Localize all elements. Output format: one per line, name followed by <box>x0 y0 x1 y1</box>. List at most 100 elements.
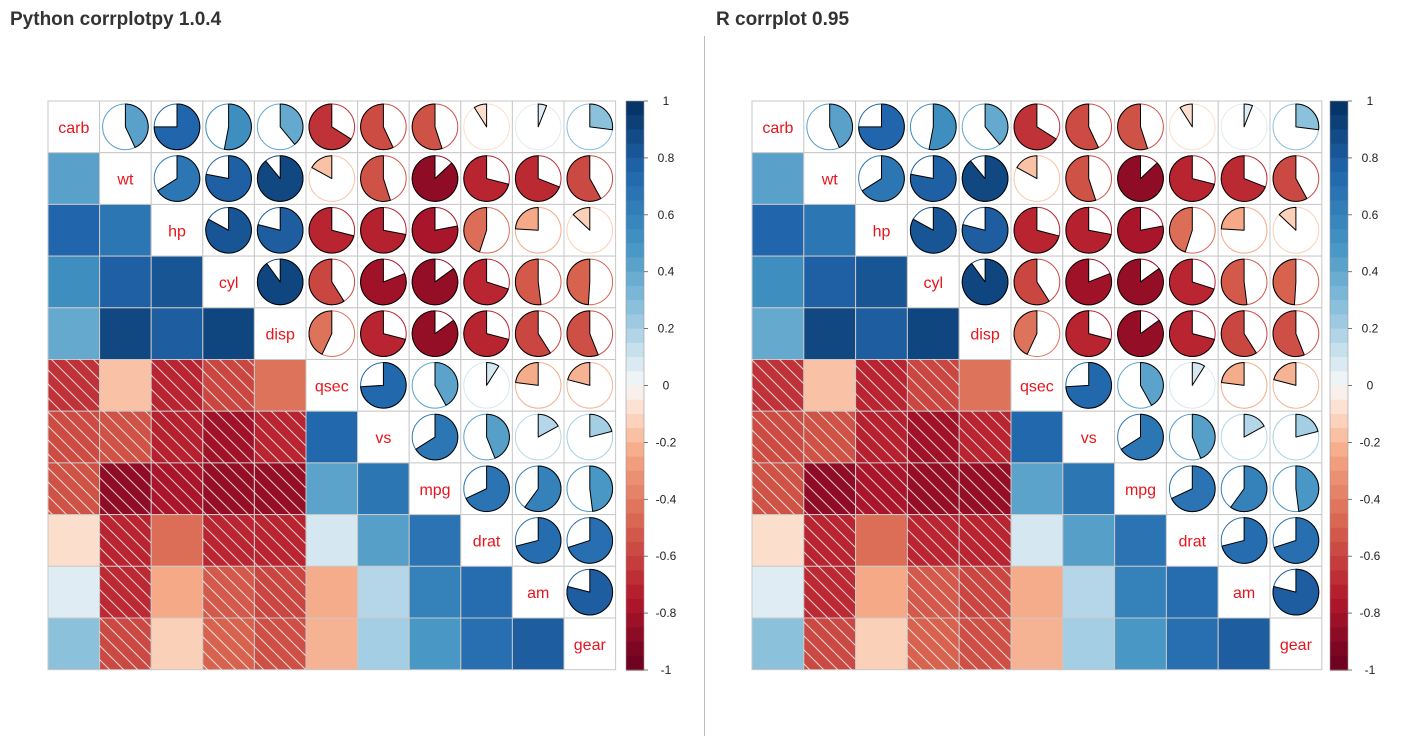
pie-wedge <box>360 206 407 254</box>
colorbar-band <box>1330 442 1348 458</box>
pie-wedge <box>1220 155 1266 202</box>
colorbar-band <box>626 470 644 486</box>
color-cell <box>99 307 152 360</box>
pie-wedge <box>465 465 510 513</box>
color-cell <box>906 307 960 360</box>
hatch-mark <box>99 462 152 515</box>
color-cell <box>305 514 359 567</box>
colorbar-band <box>1330 598 1348 614</box>
pie-wedge <box>1117 103 1149 151</box>
color-cell <box>150 617 204 671</box>
color-cell <box>150 307 204 360</box>
color-cell <box>47 255 101 309</box>
diag-label-disp: disp <box>970 327 999 344</box>
colorbar-tick-label: -0.4 <box>656 492 677 506</box>
diag-label-am: am <box>1233 585 1255 602</box>
pie-wedge <box>984 103 1009 145</box>
pie-wedge <box>1230 465 1268 513</box>
diag-cell <box>150 203 204 257</box>
color-cell <box>855 307 908 360</box>
pie-wedge <box>223 103 252 151</box>
diag-label-cyl: cyl <box>924 275 944 292</box>
pie-wedge <box>486 362 500 386</box>
hatch-mark <box>254 411 306 463</box>
color-cell <box>1062 462 1116 516</box>
colorbar-band <box>626 186 644 202</box>
pie-wedge <box>1295 465 1320 512</box>
hatch-mark <box>752 359 804 412</box>
pie-wedge <box>1168 258 1215 306</box>
pie-wedge <box>961 258 1009 306</box>
colorbar-band <box>626 101 644 116</box>
colorbar-tick-label: 0.8 <box>658 151 675 165</box>
pie-wedge <box>308 206 355 254</box>
color-cell <box>1010 410 1064 464</box>
color-cell <box>855 617 908 671</box>
panel-title-python: Python corrplotpy 1.0.4 <box>10 9 222 30</box>
pie-wedge <box>1191 413 1216 459</box>
colorbar-band <box>626 200 644 216</box>
hatch-mark <box>907 514 960 567</box>
pie-wedge <box>1117 206 1164 254</box>
hatch-mark <box>803 566 856 618</box>
pie-wedge <box>566 155 602 202</box>
colorbar-2: 1 0.8 0.6 0.4 0.2 0 -0.2 -0.4 -0.6 -0.8 -1 <box>1329 94 1381 677</box>
pie-wedge <box>514 155 560 202</box>
hatch-mark <box>254 514 306 567</box>
pie-wedge <box>1272 310 1305 357</box>
pie-wedge <box>514 258 542 306</box>
colorbar-band <box>1330 428 1348 443</box>
colorbar-band <box>1330 541 1348 557</box>
color-cell <box>305 410 359 464</box>
colorbar-tick-label: -0.2 <box>656 435 677 449</box>
pie-wedge <box>415 413 459 461</box>
pie-wedge <box>515 362 539 386</box>
color-cell <box>1010 514 1064 567</box>
diag-cell <box>855 203 908 257</box>
diag-cell <box>563 617 617 671</box>
color-cell <box>47 617 101 671</box>
colorbar-band <box>626 641 644 657</box>
color-cell <box>1062 565 1116 619</box>
hatch-mark <box>752 462 804 515</box>
hatch-mark <box>752 411 804 463</box>
pie-wedge <box>566 310 599 357</box>
hatch-mark <box>99 566 152 618</box>
colorbar-band <box>626 229 644 244</box>
pie-wedge <box>514 206 539 231</box>
colorbar-band <box>1330 300 1348 315</box>
color-cell <box>150 565 204 619</box>
colorbar-tick-label: 0.2 <box>658 322 675 336</box>
pie-wedge <box>515 517 562 564</box>
pie-wedge <box>909 155 957 202</box>
colorbar-band <box>626 485 644 500</box>
colorbar-band <box>626 328 644 344</box>
colorbar-band <box>1330 385 1348 401</box>
color-cell <box>751 565 805 619</box>
colorbar-band <box>1330 257 1348 273</box>
color-cell <box>1010 617 1064 671</box>
pie-wedge <box>1117 310 1164 357</box>
diag-label-carb: carb <box>58 120 89 137</box>
colorbar-band <box>1330 357 1348 372</box>
color-cell <box>855 565 908 619</box>
color-cell <box>751 152 805 205</box>
diag-label-wt: wt <box>821 172 839 189</box>
diag-cell <box>1217 565 1271 619</box>
pie-wedge <box>1278 206 1297 231</box>
hatch-mark <box>99 618 152 670</box>
color-cell <box>47 307 101 360</box>
diag-cell <box>958 307 1012 360</box>
colorbar-band <box>626 598 644 614</box>
pie-wedge <box>279 103 304 145</box>
hatch-mark <box>907 566 960 618</box>
pie-wedge <box>514 310 551 357</box>
color-cell <box>1010 462 1064 516</box>
color-cell <box>751 514 805 567</box>
color-cell <box>150 255 204 309</box>
colorbar-band <box>626 655 644 671</box>
pie-wedge <box>1220 258 1248 306</box>
hatch-mark <box>959 411 1011 463</box>
color-cell <box>958 359 1012 412</box>
diag-cell <box>47 100 101 154</box>
